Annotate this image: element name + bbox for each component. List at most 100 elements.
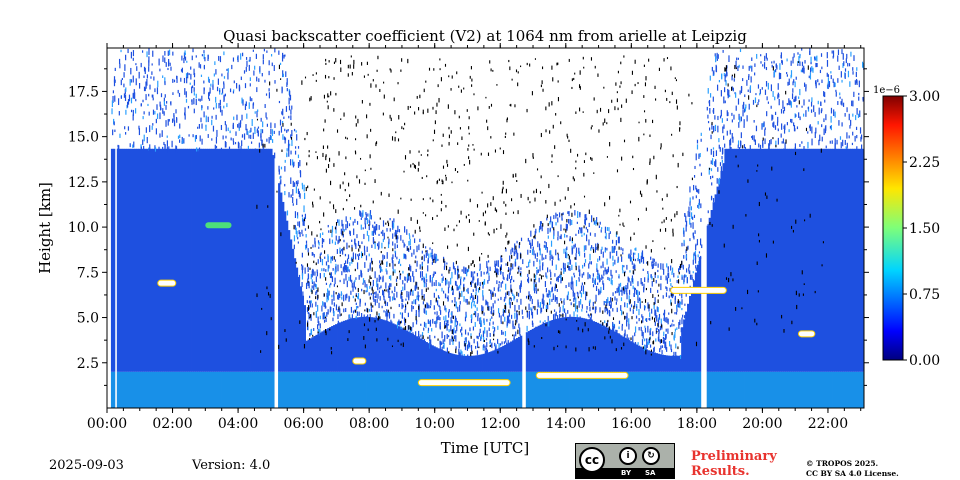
signal-speckle (831, 140, 833, 144)
signal-speckle (402, 286, 404, 291)
noise-speckle (545, 106, 547, 111)
signal-speckle (695, 265, 697, 269)
signal-speckle (737, 57, 739, 60)
noise-speckle (261, 307, 263, 310)
signal-speckle (288, 105, 291, 111)
signal-speckle (259, 66, 261, 72)
noise-speckle (660, 147, 662, 150)
boundary-layer-cell (130, 371, 133, 408)
boundary-layer-cell (449, 371, 452, 408)
signal-cell (649, 351, 653, 372)
signal-speckle (455, 346, 457, 350)
noise-speckle (649, 158, 651, 163)
signal-speckle (533, 288, 536, 294)
noise-speckle (418, 161, 420, 166)
signal-cell (207, 148, 210, 372)
signal-speckle (676, 279, 678, 284)
signal-speckle (364, 250, 366, 256)
boundary-layer-cell (860, 371, 863, 408)
signal-speckle (461, 351, 463, 357)
signal-speckle (718, 138, 720, 143)
signal-speckle (323, 302, 325, 307)
noise-speckle (645, 207, 647, 211)
noise-speckle (602, 310, 604, 314)
noise-speckle (407, 58, 409, 64)
boundary-layer-cell (266, 371, 269, 408)
signal-speckle (684, 303, 686, 306)
noise-speckle (432, 199, 434, 203)
signal-speckle (452, 329, 454, 335)
signal-speckle (650, 274, 652, 278)
signal-speckle (732, 136, 734, 143)
signal-cell (502, 345, 505, 372)
signal-speckle (428, 304, 430, 309)
signal-speckle (245, 101, 247, 107)
signal-cell (160, 148, 163, 372)
signal-speckle (652, 351, 654, 355)
signal-speckle (673, 351, 675, 357)
signal-cell (281, 201, 285, 372)
noise-speckle (691, 102, 693, 105)
signal-cell (360, 316, 364, 372)
signal-speckle (839, 136, 842, 140)
noise-speckle (398, 270, 401, 273)
signal-cell (714, 194, 717, 372)
signal-speckle (616, 329, 618, 336)
signal-speckle (681, 292, 683, 299)
boundary-layer-cell (419, 371, 422, 408)
boundary-layer-cell (423, 371, 426, 408)
signal-speckle (700, 138, 702, 142)
noise-speckle (266, 286, 268, 290)
signal-cell (183, 148, 187, 372)
signal-speckle (232, 140, 235, 145)
signal-speckle (148, 48, 150, 55)
noise-speckle (328, 76, 330, 79)
signal-speckle (771, 64, 773, 68)
noise-speckle (470, 352, 472, 357)
signal-speckle (666, 287, 668, 292)
signal-speckle (545, 304, 547, 312)
signal-speckle (210, 83, 212, 87)
boundary-layer-cell (806, 371, 810, 408)
signal-speckle (432, 273, 434, 278)
signal-cell (653, 352, 656, 372)
signal-speckle (346, 280, 348, 288)
boundary-layer-cell (384, 371, 387, 408)
signal-speckle (595, 307, 597, 312)
noise-speckle (451, 75, 453, 79)
signal-speckle (596, 268, 598, 272)
signal-speckle (365, 212, 367, 215)
signal-cell (411, 333, 415, 372)
noise-speckle (568, 139, 570, 143)
boundary-layer-cell (217, 371, 220, 408)
noise-speckle (474, 294, 477, 299)
signal-speckle (369, 262, 371, 269)
signal-cell (158, 148, 161, 372)
signal-speckle (459, 301, 461, 305)
boundary-layer-cell (411, 371, 415, 408)
noise-speckle (571, 237, 573, 242)
signal-speckle (271, 62, 273, 67)
noise-speckle (388, 193, 390, 197)
signal-speckle (129, 143, 131, 148)
noise-speckle (592, 346, 594, 349)
boundary-layer-cell (531, 371, 535, 408)
noise-speckle (450, 130, 452, 134)
noise-speckle (654, 85, 656, 89)
signal-speckle (416, 281, 418, 289)
signal-speckle (569, 314, 571, 318)
signal-speckle (798, 96, 800, 99)
signal-speckle (297, 241, 299, 244)
signal-speckle (807, 131, 809, 134)
signal-speckle (480, 336, 482, 342)
signal-cell (726, 148, 729, 372)
signal-speckle (606, 321, 609, 327)
boundary-layer-cell (622, 371, 625, 408)
signal-cell (647, 350, 651, 372)
signal-speckle (450, 317, 452, 322)
signal-speckle (731, 75, 733, 81)
signal-speckle (508, 298, 511, 305)
noise-speckle (643, 64, 645, 67)
signal-speckle (589, 261, 591, 265)
signal-cell (683, 319, 686, 372)
